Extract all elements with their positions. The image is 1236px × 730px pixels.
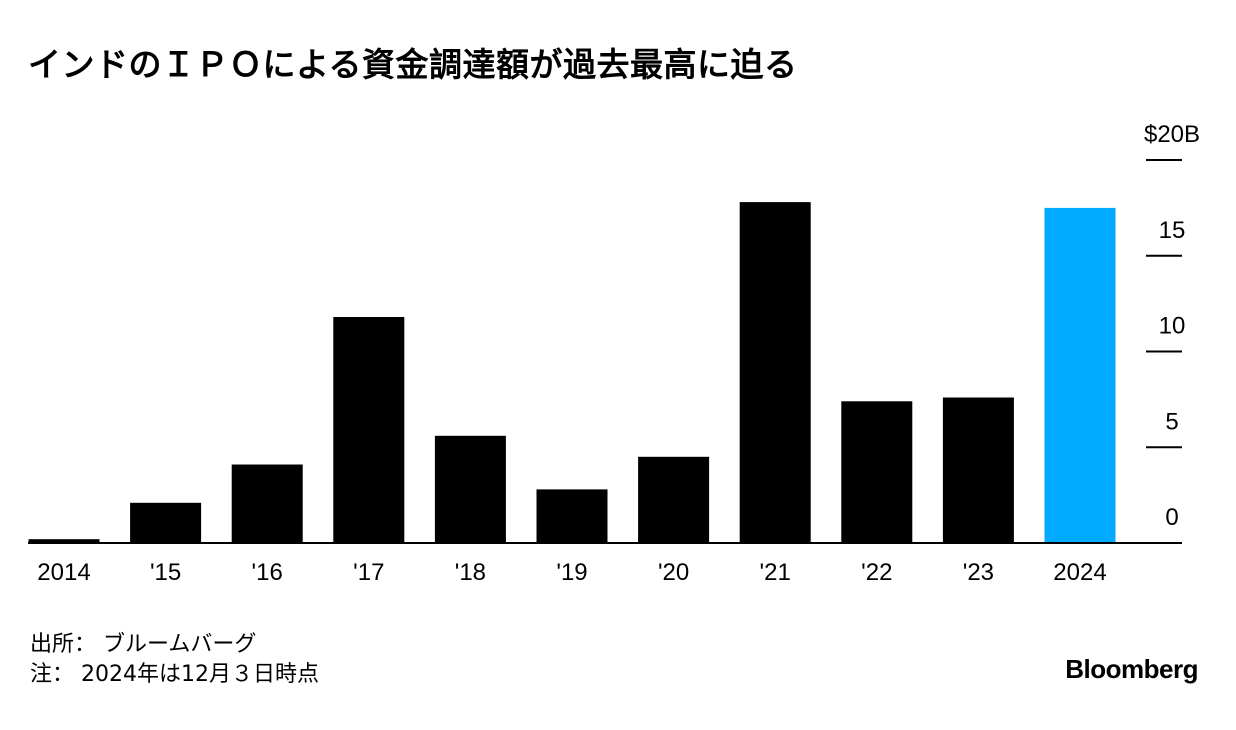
- bar-8: [841, 401, 913, 543]
- y-tick-label: 5: [1165, 408, 1178, 435]
- bar-9: [942, 397, 1014, 543]
- x-tick-label: '15: [150, 559, 181, 586]
- bar-10: [1044, 207, 1116, 543]
- bar-7: [739, 202, 811, 543]
- x-axis: 2014 '15 '16 '17 '18 '19 '20 '21 '22 '23 2024: [28, 542, 1182, 586]
- x-tick-label: 2014: [37, 559, 90, 586]
- x-tick-label: '16: [252, 559, 283, 586]
- x-tick-label: '20: [658, 559, 689, 586]
- x-tick-label: 2024: [1053, 559, 1106, 586]
- x-tick-label: '22: [861, 559, 892, 586]
- bar-chart: 0 5 10 15 $20B 2014 '15 '16 '17 '18 '19 '20 '21 '22 '…: [28, 121, 1200, 586]
- bar-5: [536, 489, 608, 543]
- bloomberg-logo: Bloomberg: [1065, 654, 1198, 684]
- bar-4: [434, 435, 506, 543]
- date-note: 注： 2024年は12月３日時点: [30, 662, 319, 687]
- bar-6: [638, 456, 710, 543]
- bar-2: [231, 464, 303, 543]
- y-tick-label: 0: [1165, 504, 1178, 531]
- footer: 出所： ブルームバーグ 注： 2024年は12月３日時点: [30, 630, 319, 690]
- x-tick-label: '17: [353, 559, 384, 586]
- x-tick-label: '21: [760, 559, 791, 586]
- x-tick-label: '19: [556, 559, 587, 586]
- chart-title: インドのＩＰＯによる資金調達額が過去最高に迫る: [28, 45, 798, 84]
- x-tick-label: '23: [963, 559, 994, 586]
- bar-1: [130, 502, 202, 543]
- y-tick-label: 10: [1159, 313, 1186, 340]
- y-axis: 0 5 10 15 $20B: [1144, 121, 1200, 531]
- x-tick-label: '18: [455, 559, 486, 586]
- bars-group: [28, 202, 1116, 543]
- y-tick-label: $20B: [1144, 121, 1200, 148]
- source-note: 出所： ブルームバーグ: [30, 632, 257, 657]
- y-tick-label: 15: [1159, 217, 1186, 244]
- bar-3: [333, 317, 405, 543]
- bar-0: [28, 539, 100, 543]
